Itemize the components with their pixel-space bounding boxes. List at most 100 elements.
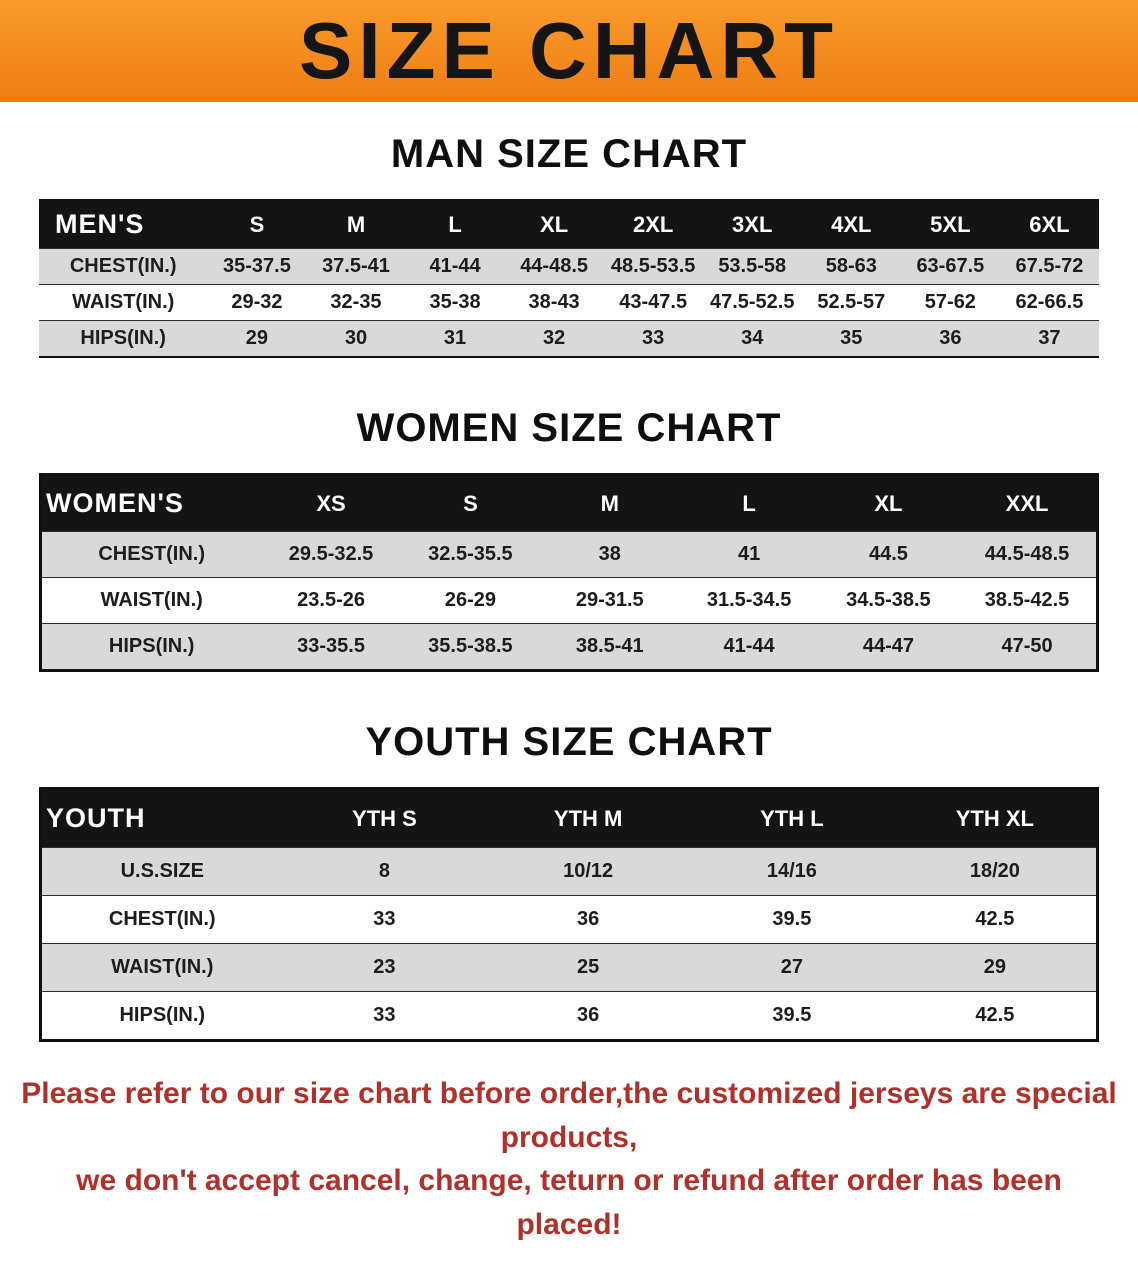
youth-size-table: YOUTH YTH S YTH M YTH L YTH XL U.S.SIZE 8 10/12… [39, 787, 1099, 1042]
notice-line-2: we don't accept cancel, change, teturn o… [76, 1164, 1062, 1241]
size-value-cell: 10/12 [486, 847, 690, 896]
size-value-cell: 39.5 [690, 895, 894, 944]
size-column-header: 3XL [702, 200, 802, 249]
table-row: CHEST(IN.) 29.5-32.5 32.5-35.5 38 41 44.5 44.5… [40, 531, 1098, 578]
size-value-cell: 44-48.5 [504, 248, 604, 285]
size-value-cell: 29-31.5 [540, 577, 680, 624]
size-value-cell: 47.5-52.5 [702, 284, 802, 321]
table-row: WAIST(IN.) 29-32 32-35 35-38 38-43 43-47.5 47.… [39, 284, 1099, 321]
footer-notice: Please refer to our size chart before or… [20, 1072, 1118, 1246]
size-value-cell: 41-44 [405, 248, 505, 285]
size-column-header: XXL [958, 474, 1098, 532]
size-value-cell: 37.5-41 [306, 248, 406, 285]
size-column-header: M [306, 200, 406, 249]
table-row: HIPS(IN.) 29 30 31 32 33 34 35 36 37 [39, 320, 1099, 357]
men-section-heading: MAN SIZE CHART [390, 132, 748, 176]
size-value-cell: 8 [282, 847, 487, 896]
size-value-cell: 34 [702, 320, 802, 357]
size-value-cell: 29 [207, 320, 307, 357]
size-value-cell: 25 [486, 943, 690, 992]
size-value-cell: 43-47.5 [603, 284, 703, 321]
size-value-cell: 29 [893, 943, 1098, 992]
row-label: CHEST(IN.) [40, 531, 262, 578]
size-value-cell: 37 [999, 320, 1099, 357]
size-column-header: YTH S [282, 788, 487, 848]
row-label: HIPS(IN.) [40, 991, 283, 1041]
size-value-cell: 39.5 [690, 991, 894, 1041]
row-label: WAIST(IN.) [40, 577, 262, 624]
table-row: U.S.SIZE 8 10/12 14/16 18/20 [40, 847, 1098, 896]
size-value-cell: 23.5-26 [261, 577, 401, 624]
row-label: HIPS(IN.) [39, 320, 208, 357]
table-header-row: YOUTH YTH S YTH M YTH L YTH XL [40, 788, 1098, 848]
table-row: WAIST(IN.) 23.5-26 26-29 29-31.5 31.5-34.5 34… [40, 577, 1098, 624]
youth-section-heading: YOUTH SIZE CHART [365, 720, 773, 764]
size-value-cell: 36 [486, 991, 690, 1041]
size-value-cell: 36 [486, 895, 690, 944]
row-label: WAIST(IN.) [40, 943, 283, 992]
youth-section: YOUTH SIZE CHART YOUTH YTH S YTH M YTH L YTH… [0, 720, 1138, 1042]
table-label: YOUTH [40, 788, 283, 848]
size-value-cell: 38-43 [504, 284, 604, 321]
size-value-cell: 47-50 [958, 623, 1098, 671]
notice-line-1: Please refer to our size chart before or… [21, 1077, 1117, 1154]
men-size-table: MEN'S S M L XL 2XL 3XL 4XL 5XL 6XL CHEST(IN.) 35-37… [39, 199, 1099, 358]
size-value-cell: 44.5-48.5 [958, 531, 1098, 578]
size-column-header: 5XL [900, 200, 1000, 249]
size-value-cell: 35-38 [405, 284, 505, 321]
size-value-cell: 31 [405, 320, 505, 357]
size-value-cell: 35-37.5 [207, 248, 307, 285]
table-header-row: WOMEN'S XS S M L XL XXL [40, 474, 1098, 532]
size-value-cell: 38.5-41 [540, 623, 680, 671]
size-column-header: 2XL [603, 200, 703, 249]
size-value-cell: 29-32 [207, 284, 307, 321]
size-value-cell: 33 [603, 320, 703, 357]
row-label: HIPS(IN.) [40, 623, 262, 671]
size-value-cell: 35 [801, 320, 901, 357]
table-label: WOMEN'S [40, 474, 262, 532]
size-value-cell: 62-66.5 [999, 284, 1099, 321]
size-value-cell: 41 [679, 531, 819, 578]
size-value-cell: 42.5 [893, 895, 1098, 944]
size-value-cell: 53.5-58 [702, 248, 802, 285]
women-section: WOMEN SIZE CHART WOMEN'S XS S M L XL XXL CHEST(… [0, 406, 1138, 672]
men-section: MAN SIZE CHART MEN'S S M L XL 2XL 3XL 4XL 5XL 6XL… [0, 132, 1138, 358]
size-value-cell: 29.5-32.5 [261, 531, 401, 578]
table-row: HIPS(IN.) 33-35.5 35.5-38.5 38.5-41 41-44 44-… [40, 623, 1098, 671]
table-label: MEN'S [39, 200, 208, 249]
size-column-header: 4XL [801, 200, 901, 249]
size-value-cell: 26-29 [400, 577, 541, 624]
size-value-cell: 23 [282, 943, 487, 992]
size-value-cell: 41-44 [679, 623, 819, 671]
size-value-cell: 42.5 [893, 991, 1098, 1041]
size-value-cell: 31.5-34.5 [679, 577, 819, 624]
table-row: HIPS(IN.) 33 36 39.5 42.5 [40, 991, 1098, 1041]
size-value-cell: 33-35.5 [261, 623, 401, 671]
size-value-cell: 58-63 [801, 248, 901, 285]
size-value-cell: 38.5-42.5 [958, 577, 1098, 624]
size-value-cell: 34.5-38.5 [818, 577, 959, 624]
size-value-cell: 63-67.5 [900, 248, 1000, 285]
size-column-header: L [405, 200, 505, 249]
size-column-header: 6XL [999, 200, 1099, 249]
size-value-cell: 27 [690, 943, 894, 992]
size-value-cell: 57-62 [900, 284, 1000, 321]
size-value-cell: 44-47 [818, 623, 959, 671]
size-value-cell: 32-35 [306, 284, 406, 321]
banner: SIZE CHART [0, 0, 1138, 102]
size-value-cell: 30 [306, 320, 406, 357]
content: MAN SIZE CHART MEN'S S M L XL 2XL 3XL 4XL 5XL 6XL… [0, 132, 1138, 1042]
size-value-cell: 44.5 [818, 531, 959, 578]
size-value-cell: 32 [504, 320, 604, 357]
size-column-header: YTH XL [893, 788, 1098, 848]
women-section-heading: WOMEN SIZE CHART [356, 406, 782, 450]
size-column-header: S [400, 474, 541, 532]
size-column-header: S [207, 200, 307, 249]
size-column-header: L [679, 474, 819, 532]
size-value-cell: 48.5-53.5 [603, 248, 703, 285]
size-column-header: M [540, 474, 680, 532]
size-value-cell: 18/20 [893, 847, 1098, 896]
size-column-header: YTH M [486, 788, 690, 848]
size-column-header: XS [261, 474, 401, 532]
